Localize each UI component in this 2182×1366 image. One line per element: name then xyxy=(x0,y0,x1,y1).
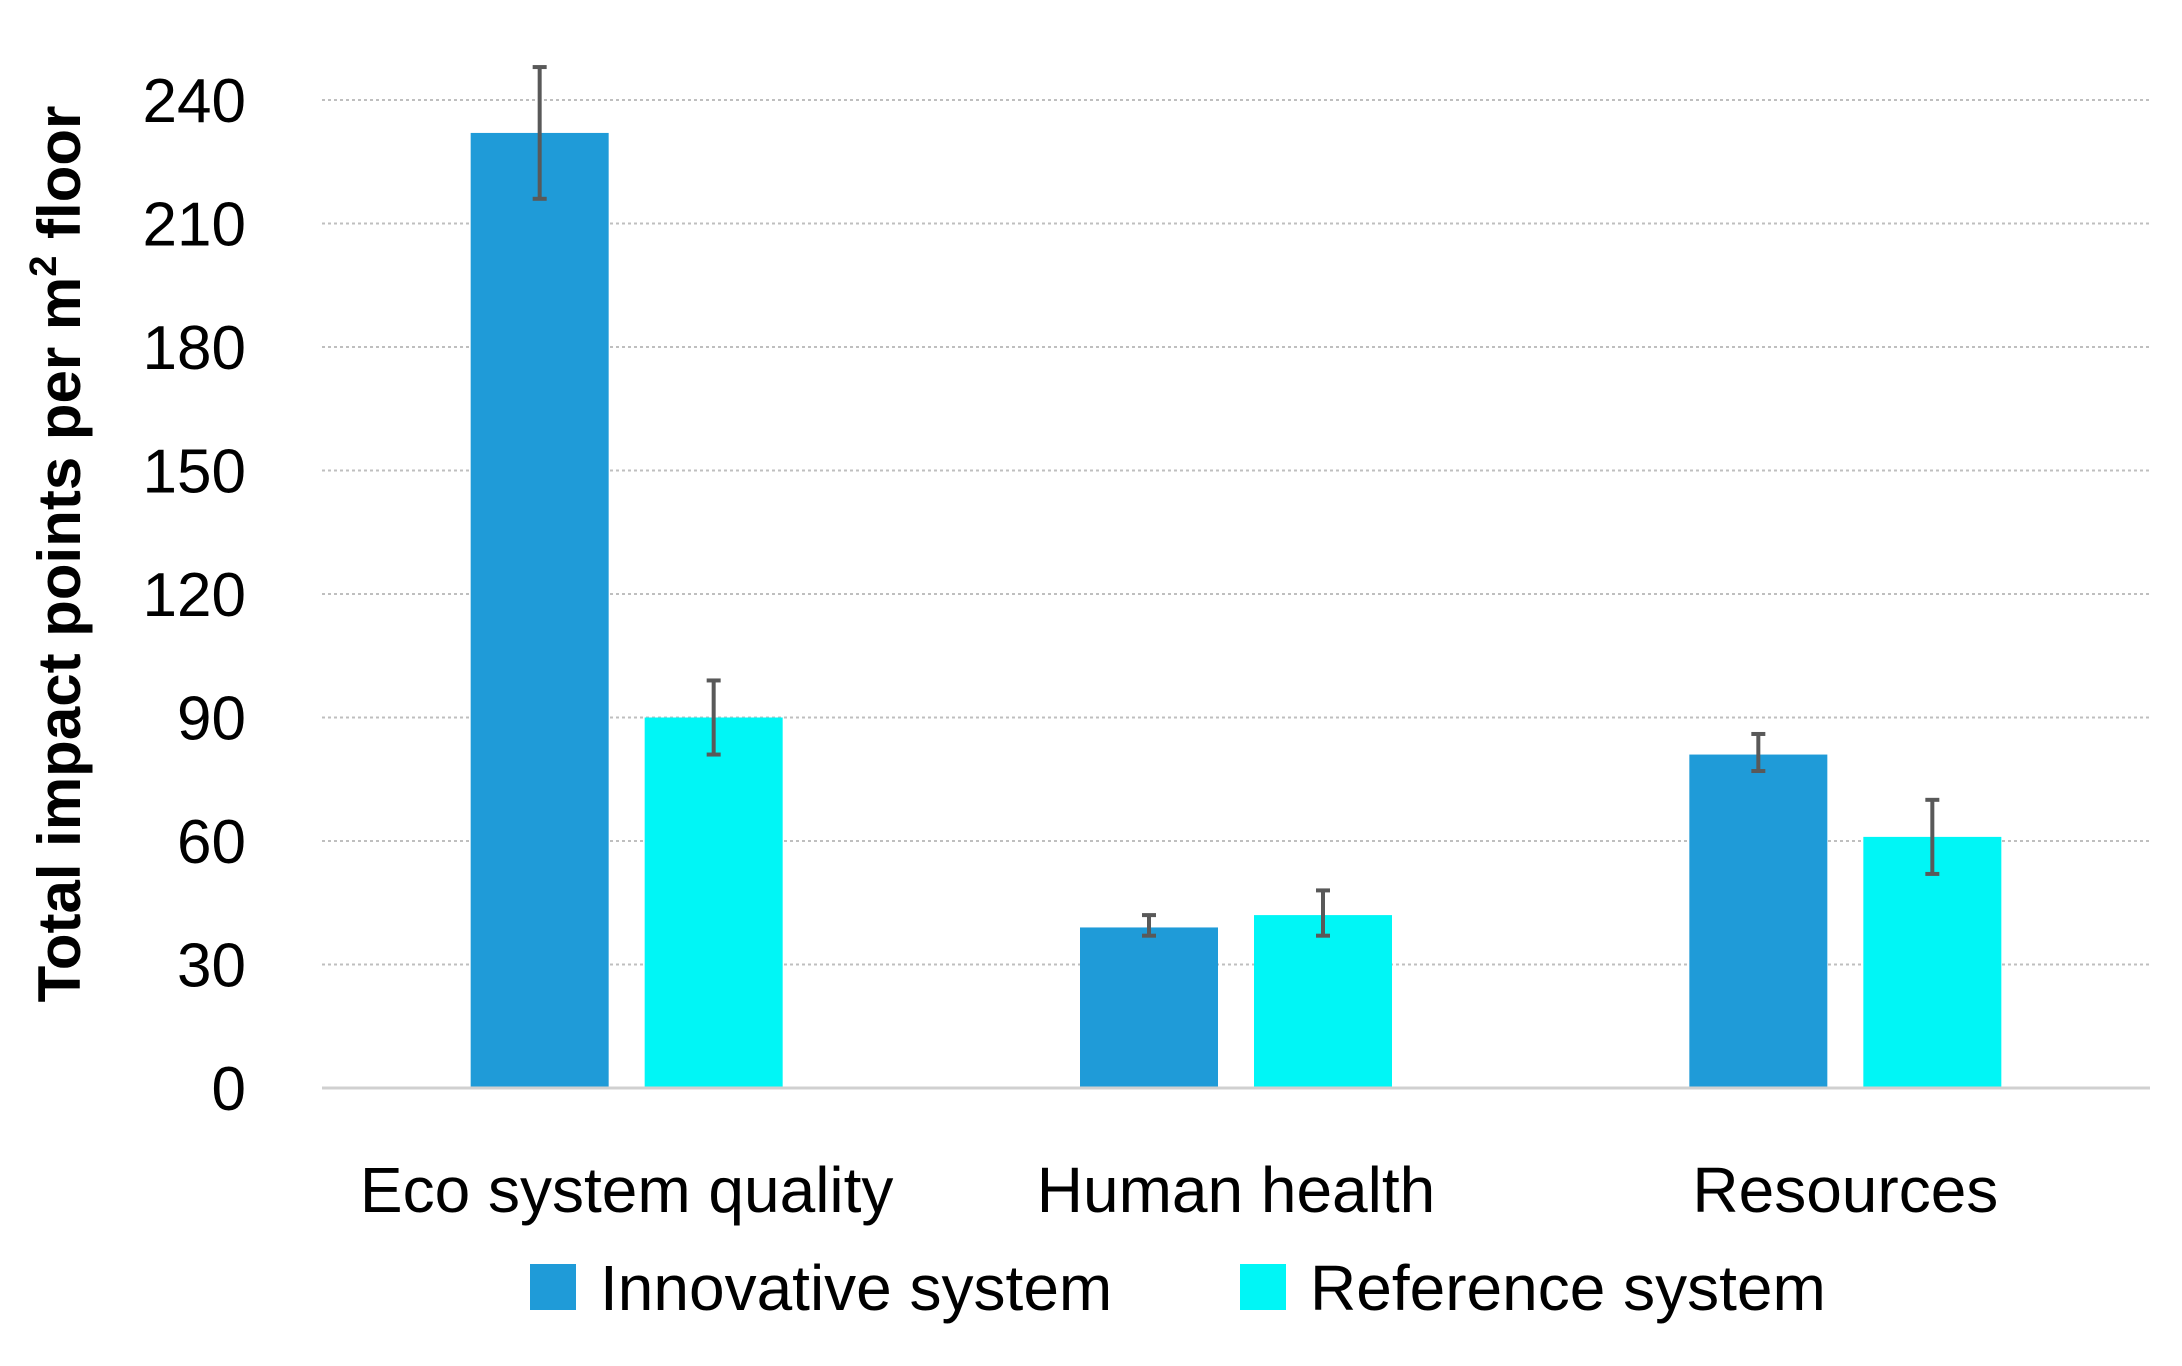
y-tick-label-0: 0 xyxy=(212,1055,246,1124)
legend-label-reference: Reference system xyxy=(1310,1252,1826,1324)
x-axis-categories: Eco system quality Human health Resources xyxy=(360,1154,1998,1226)
y-axis-label-sup: 2 xyxy=(23,256,65,277)
bar-innovative-system-human-health xyxy=(1080,927,1218,1088)
y-tick-label-150: 150 xyxy=(143,438,246,507)
legend-swatch-innovative xyxy=(530,1264,576,1310)
error-bar-innovative-system-resources xyxy=(1751,731,1766,774)
error-bars xyxy=(532,65,1940,938)
bar-reference-system-eco-system-quality xyxy=(644,717,783,1088)
error-bar-reference-system-eco-system-quality xyxy=(706,678,721,757)
error-bar-reference-system-resources xyxy=(1925,797,1940,876)
y-tick-label-30: 30 xyxy=(177,932,246,1001)
x-tick-label-resources: Resources xyxy=(1692,1154,1998,1226)
bar-reference-system-resources xyxy=(1863,836,2002,1088)
y-tick-label-180: 180 xyxy=(143,314,246,383)
y-tick-label-120: 120 xyxy=(143,561,246,630)
error-bar-innovative-system-human-health xyxy=(1142,913,1156,938)
x-tick-label-eco-system-quality: Eco system quality xyxy=(360,1154,894,1226)
y-tick-label-60: 60 xyxy=(177,808,246,877)
error-bar-innovative-system-eco-system-quality xyxy=(532,65,547,201)
legend-label-innovative: Innovative system xyxy=(600,1252,1112,1324)
bar-innovative-system-eco-system-quality xyxy=(470,132,609,1088)
error-bar-reference-system-human-health xyxy=(1316,888,1330,938)
y-axis-label: Total impact points per m2 floor xyxy=(23,106,93,1003)
bars xyxy=(470,132,2002,1088)
x-tick-label-human-health: Human health xyxy=(1037,1154,1435,1226)
y-axis-ticks: 0 30 60 90 120 150 180 210 240 xyxy=(143,67,246,1124)
legend-swatch-reference xyxy=(1240,1264,1286,1310)
legend: Innovative system Reference system xyxy=(530,1252,1826,1324)
bar-innovative-system-resources xyxy=(1689,754,1828,1088)
bar-reference-system-human-health xyxy=(1254,915,1392,1088)
y-tick-label-210: 210 xyxy=(143,191,246,260)
y-axis-label-tail: floor xyxy=(26,106,93,256)
y-axis-label-main: Total impact points per m xyxy=(26,277,93,1003)
gridlines xyxy=(322,99,2150,966)
y-tick-label-240: 240 xyxy=(143,67,246,136)
y-tick-label-90: 90 xyxy=(177,685,246,754)
